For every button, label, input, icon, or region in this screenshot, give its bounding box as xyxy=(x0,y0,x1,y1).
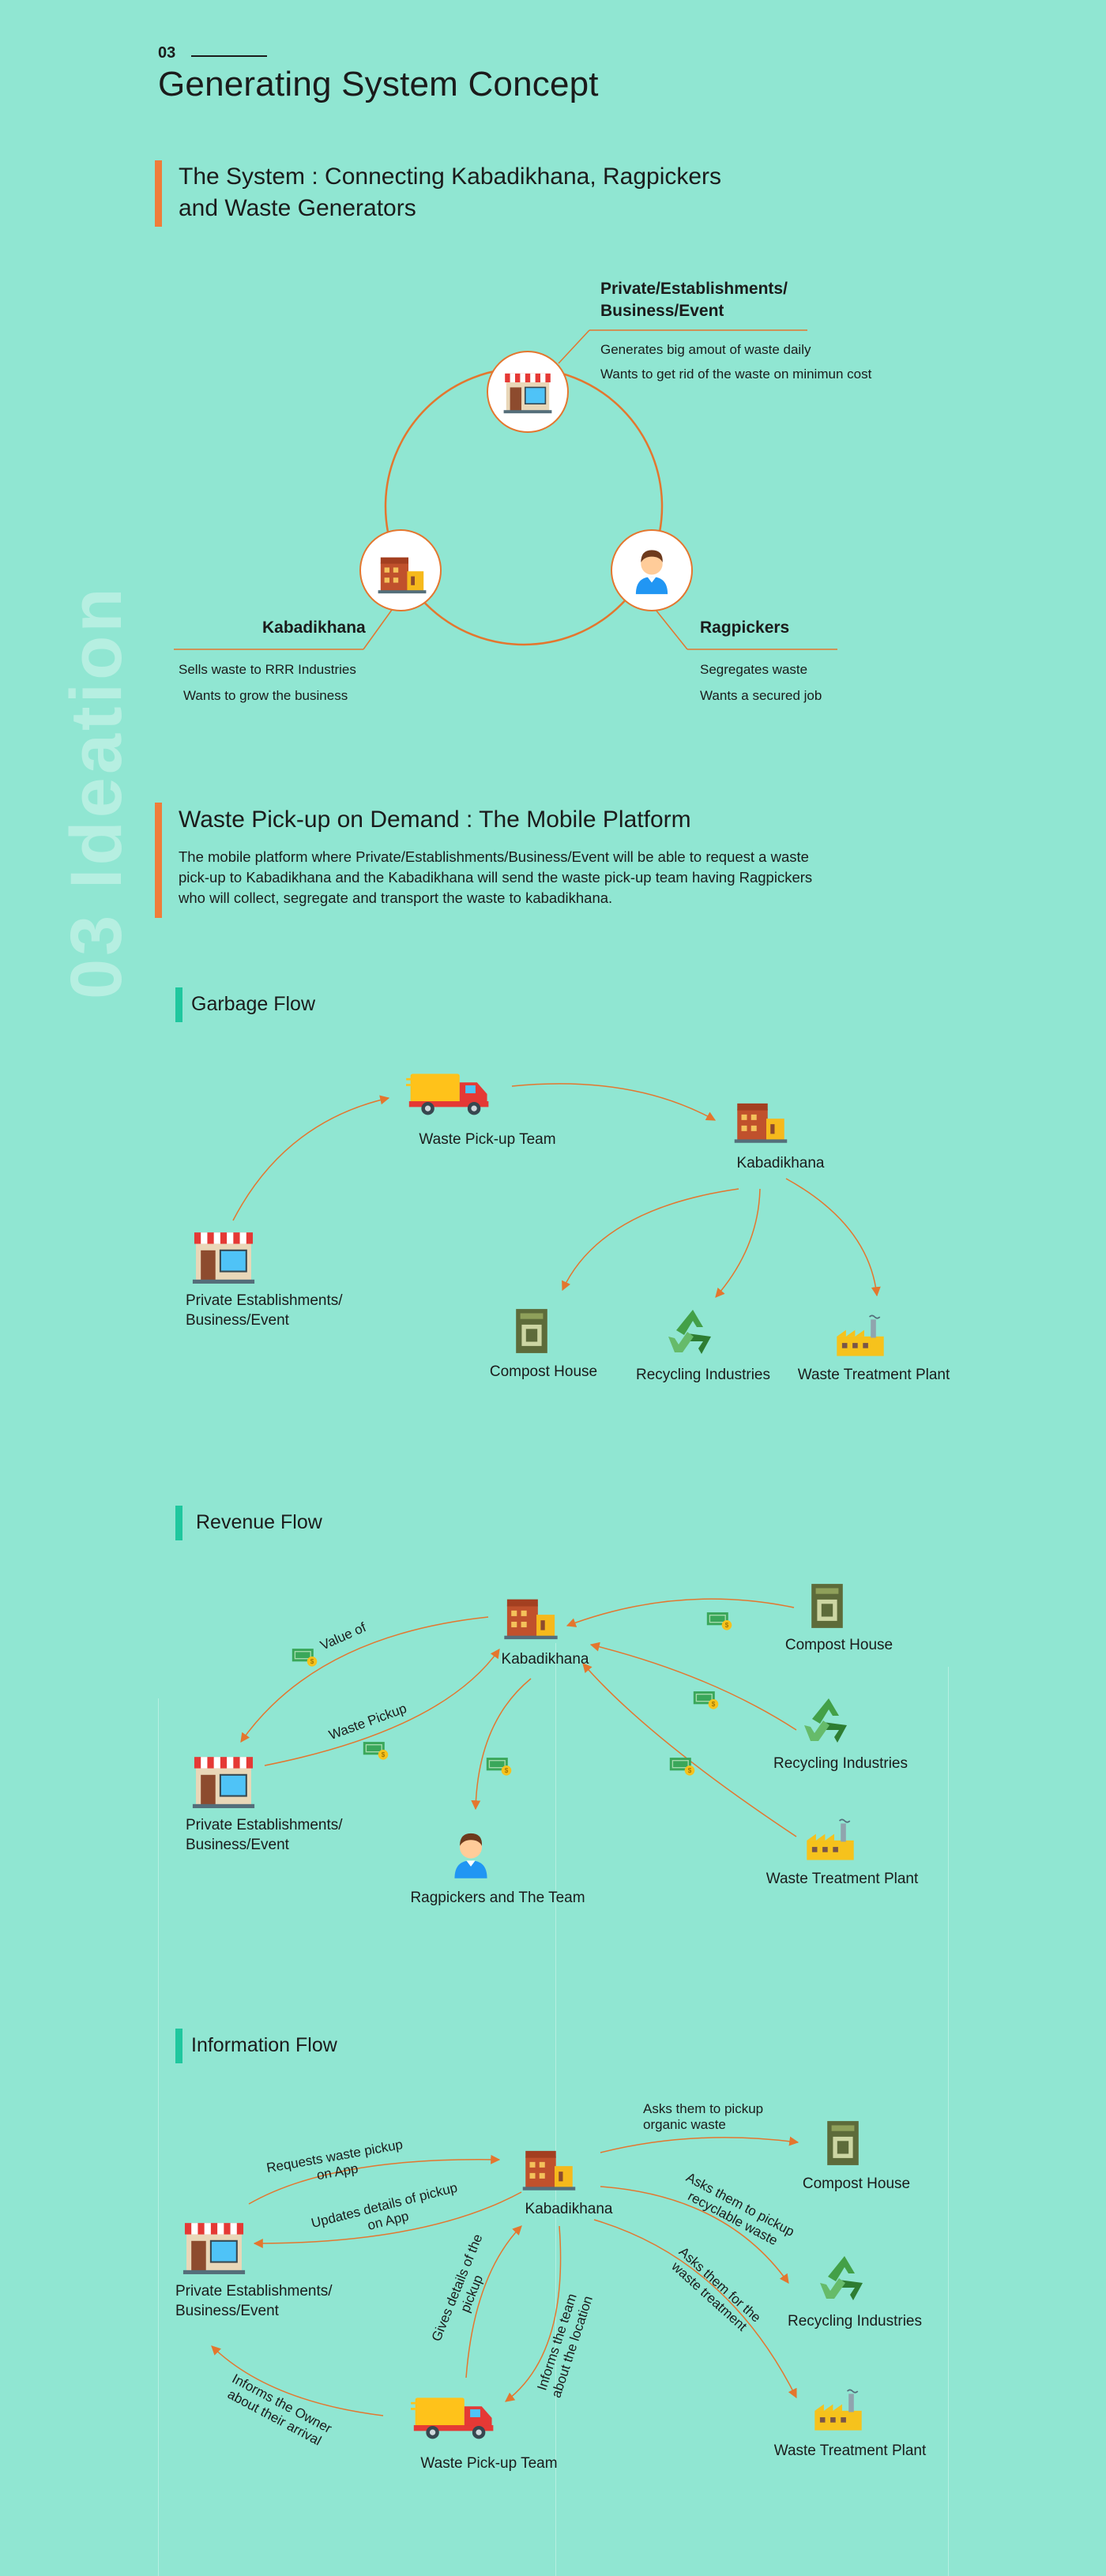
garbage-flow-bar xyxy=(175,987,182,1022)
information-flow-bar xyxy=(175,2029,182,2063)
kabadikhana-node xyxy=(359,529,442,611)
info-ask-organic-label-line-2: organic waste xyxy=(643,2117,726,2132)
revenue-ragpickers-label: Ragpickers and The Team xyxy=(410,1890,585,1906)
platform-description-line-3: who will collect, segregate and transpor… xyxy=(179,889,613,906)
info-ask-organic-label-line-1: Asks them to pickup xyxy=(643,2101,764,2116)
private-node xyxy=(487,351,569,433)
info-private-label-line-1: Private Establishments/ xyxy=(175,2283,333,2300)
garbage-recycling-label: Recycling Industries xyxy=(635,1367,771,1383)
guide-line-left xyxy=(158,1698,159,2576)
garbage-kabadikhana-label: Kabadikhana xyxy=(736,1155,825,1171)
info-private-label-line-2: Business/Event xyxy=(175,2303,279,2319)
system-kabadikhana-line-2: Wants to grow the business xyxy=(183,688,348,703)
platform-description: The mobile platform where Private/Establ… xyxy=(179,847,812,908)
system-kabadikhana-title: Kabadikhana xyxy=(262,619,366,637)
system-ragpickers-line-1: Segregates waste xyxy=(700,662,808,677)
garbage-private-label: Private Establishments/ Business/Event xyxy=(186,1291,343,1330)
system-title-line-2: and Waste Generators xyxy=(179,195,416,221)
info-kabadikhana-label: Kabadikhana xyxy=(525,2201,613,2217)
info-plant-icon xyxy=(812,2386,864,2435)
info-recycle-icon xyxy=(817,2251,872,2307)
info-compost-label: Compost House xyxy=(802,2175,911,2192)
system-title-line-1: The System : Connecting Kabadikhana, Rag… xyxy=(179,164,722,190)
revenue-compost-label: Compost House xyxy=(784,1637,893,1653)
info-kabadikhana-icon xyxy=(521,2142,577,2191)
revenue-treatment-label: Waste Treatment Plant xyxy=(766,1871,919,1887)
system-ragpickers-title: Ragpickers xyxy=(700,619,790,637)
system-private-title: Private/Establishments/ Business/Event xyxy=(600,278,788,322)
section-number-rule xyxy=(191,55,267,57)
garbage-compost-label: Compost House xyxy=(489,1363,598,1380)
info-treatment-label: Waste Treatment Plant xyxy=(773,2442,927,2459)
info-compost-icon xyxy=(822,2117,864,2169)
system-private-line-2: Wants to get rid of the waste on minimun… xyxy=(600,367,872,382)
platform-description-line-1: The mobile platform where Private/Establ… xyxy=(179,848,809,865)
info-shop-icon xyxy=(180,2218,248,2275)
info-recycling-label: Recycling Industries xyxy=(787,2313,923,2330)
platform-description-line-2: pick-up to Kabadikhana and the Kabadikha… xyxy=(179,869,813,886)
system-title: The System : Connecting Kabadikhana, Rag… xyxy=(179,161,721,224)
revenue-recycling-label: Recycling Industries xyxy=(773,1755,908,1772)
ragpickers-node xyxy=(611,529,693,611)
revenue-flow-title: Revenue Flow xyxy=(196,1511,322,1533)
information-flow-title: Information Flow xyxy=(191,2034,337,2056)
garbage-pickup-label: Waste Pick-up Team xyxy=(419,1131,556,1148)
info-pickup-label: Waste Pick-up Team xyxy=(420,2455,558,2472)
platform-title: Waste Pick-up on Demand : The Mobile Pla… xyxy=(179,807,691,833)
garbage-private-label-line-2: Business/Event xyxy=(186,1312,289,1329)
system-private-line-1: Generates big amout of waste daily xyxy=(600,342,811,357)
info-ask-organic-label: Asks them to pickup organic waste xyxy=(643,2101,763,2133)
garbage-private-label-line-1: Private Establishments/ xyxy=(186,1292,343,1309)
revenue-flow-arrows xyxy=(240,1598,797,1837)
platform-accent-bar xyxy=(155,803,162,918)
system-accent-bar xyxy=(155,160,162,227)
system-private-title-line-1: Private/Establishments/ xyxy=(600,280,788,298)
page-title: Generating System Concept xyxy=(158,65,599,103)
system-private-title-line-2: Business/Event xyxy=(600,302,724,320)
revenue-kabadikhana-label: Kabadikhana xyxy=(501,1651,589,1668)
garbage-treatment-label: Waste Treatment Plant xyxy=(797,1367,950,1383)
info-private-label: Private Establishments/ Business/Event xyxy=(175,2281,333,2321)
garbage-flow-arrows xyxy=(232,1083,881,1298)
system-ragpickers-line-2: Wants a secured job xyxy=(700,688,822,703)
revenue-private-label: Private Establishments/ Business/Event xyxy=(186,1815,343,1855)
revenue-private-label-line-2: Business/Event xyxy=(186,1837,289,1853)
garbage-flow-title: Garbage Flow xyxy=(191,993,316,1015)
system-kabadikhana-line-1: Sells waste to RRR Industries xyxy=(179,662,356,677)
revenue-private-label-line-1: Private Establishments/ xyxy=(186,1817,343,1833)
info-truck-icon xyxy=(411,2392,498,2442)
guide-line-right xyxy=(948,1667,949,2576)
revenue-flow-bar xyxy=(175,1506,182,1540)
guide-line-mid xyxy=(555,1643,556,2576)
section-number: 03 xyxy=(158,44,176,62)
